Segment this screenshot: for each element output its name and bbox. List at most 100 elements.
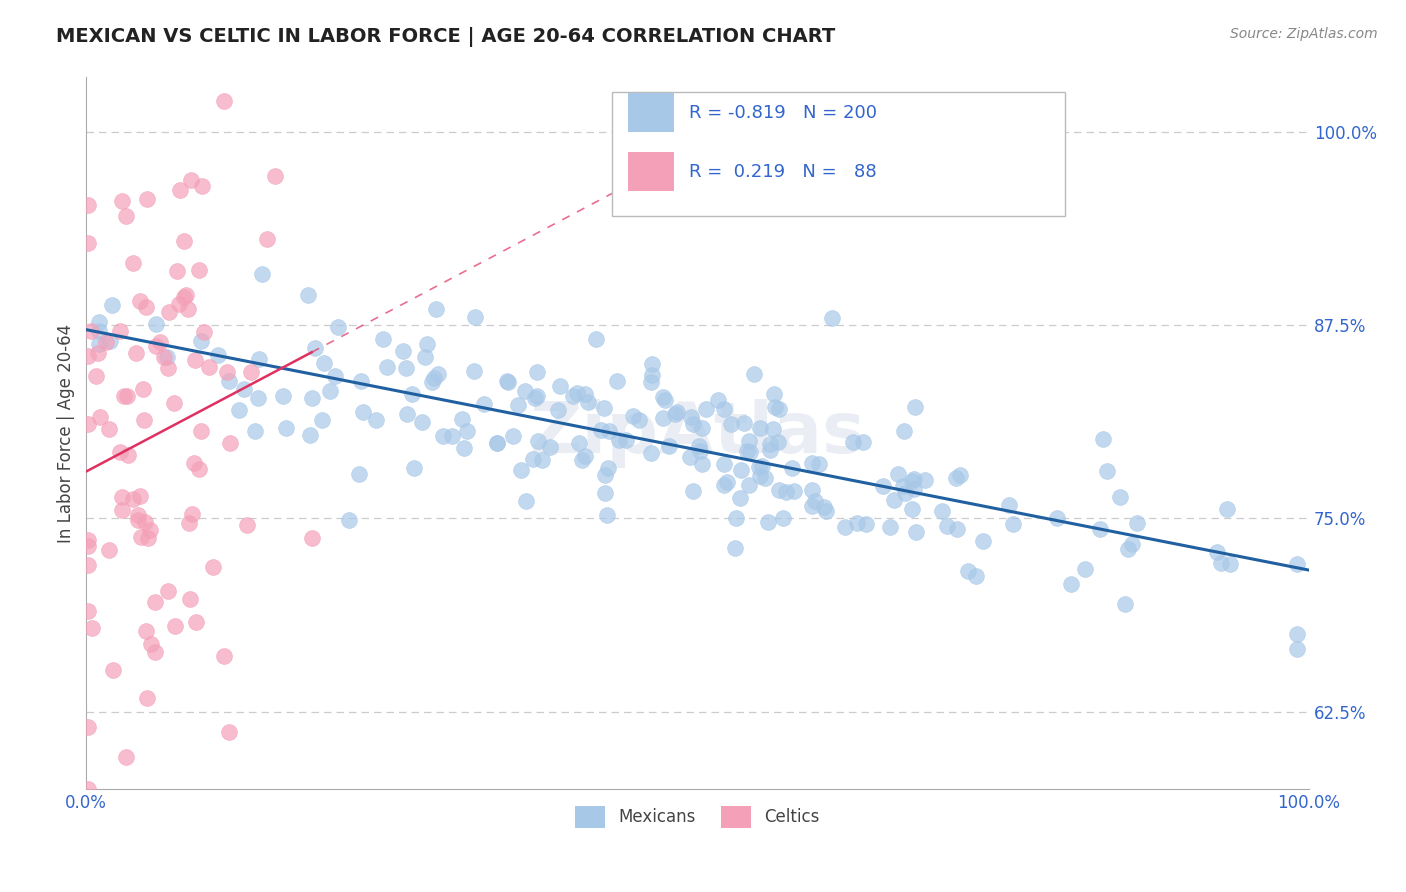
Point — [128, 489, 150, 503]
Point — [451, 412, 474, 426]
Point — [97, 422, 120, 436]
Point — [187, 462, 209, 476]
Point — [574, 386, 596, 401]
Point — [900, 502, 922, 516]
Point — [766, 435, 789, 450]
Point — [621, 409, 644, 424]
Point — [136, 531, 159, 545]
Point — [114, 389, 136, 403]
Point — [1216, 502, 1239, 516]
Point — [350, 374, 373, 388]
Point — [299, 428, 322, 442]
Point — [1109, 490, 1132, 504]
Point — [143, 595, 166, 609]
Point — [218, 725, 240, 739]
Point — [352, 405, 374, 419]
Point — [1209, 556, 1232, 570]
Point — [80, 622, 103, 636]
Point — [692, 421, 714, 435]
Point — [214, 648, 236, 663]
Point — [730, 463, 752, 477]
Point — [1002, 516, 1025, 531]
Point — [666, 405, 689, 419]
Point — [243, 424, 266, 438]
Point — [125, 345, 148, 359]
Point — [772, 510, 794, 524]
Point — [301, 532, 323, 546]
Point — [97, 543, 120, 558]
Point — [132, 382, 155, 396]
Point — [163, 396, 186, 410]
Point — [122, 491, 145, 506]
Point — [395, 407, 418, 421]
Point — [756, 515, 779, 529]
Point — [1095, 464, 1118, 478]
Point — [426, 367, 449, 381]
Point — [1074, 562, 1097, 576]
Point — [311, 413, 333, 427]
Point — [301, 391, 323, 405]
Point — [135, 624, 157, 638]
Point — [568, 436, 591, 450]
Point — [134, 412, 156, 426]
Point — [1088, 523, 1111, 537]
Point — [571, 453, 593, 467]
Point — [527, 434, 550, 448]
Point — [76, 782, 98, 797]
Point — [129, 530, 152, 544]
Text: ZipAtlas: ZipAtlas — [530, 399, 866, 467]
Point — [688, 439, 710, 453]
Point — [598, 424, 620, 438]
Point — [515, 494, 537, 508]
Point — [658, 439, 681, 453]
Point — [738, 434, 761, 449]
Point — [723, 541, 745, 555]
Point — [524, 392, 547, 406]
Point — [728, 491, 751, 505]
FancyBboxPatch shape — [628, 93, 675, 132]
Point — [111, 502, 134, 516]
Point — [758, 436, 780, 450]
Point — [86, 369, 108, 384]
Point — [689, 444, 711, 458]
Point — [574, 449, 596, 463]
Point — [801, 500, 824, 514]
Point — [422, 375, 444, 389]
Point — [77, 198, 100, 212]
Point — [872, 479, 894, 493]
Point — [312, 355, 335, 369]
Point — [1125, 516, 1147, 530]
Point — [879, 520, 901, 534]
Point — [392, 344, 415, 359]
Point — [432, 429, 454, 443]
Point — [337, 513, 360, 527]
Point — [456, 424, 478, 438]
Point — [593, 467, 616, 482]
Point — [1121, 536, 1143, 550]
Point — [652, 410, 675, 425]
Point — [173, 234, 195, 248]
Point — [169, 183, 191, 197]
Point — [425, 301, 447, 316]
Point — [628, 413, 651, 427]
Point — [136, 192, 159, 206]
Point — [325, 369, 347, 384]
Point — [1205, 545, 1227, 559]
Point — [1060, 577, 1083, 591]
Point — [914, 473, 936, 487]
Point — [725, 511, 748, 525]
Point — [733, 416, 755, 430]
Point — [738, 444, 761, 458]
Point — [464, 310, 486, 325]
Point — [219, 436, 242, 450]
Point — [593, 401, 616, 415]
Point — [207, 348, 229, 362]
Point — [416, 336, 439, 351]
Point — [463, 364, 485, 378]
Point — [997, 498, 1019, 512]
Point — [411, 415, 433, 429]
Point — [956, 564, 979, 578]
Point — [763, 387, 786, 401]
Point — [801, 456, 824, 470]
Point — [548, 379, 571, 393]
